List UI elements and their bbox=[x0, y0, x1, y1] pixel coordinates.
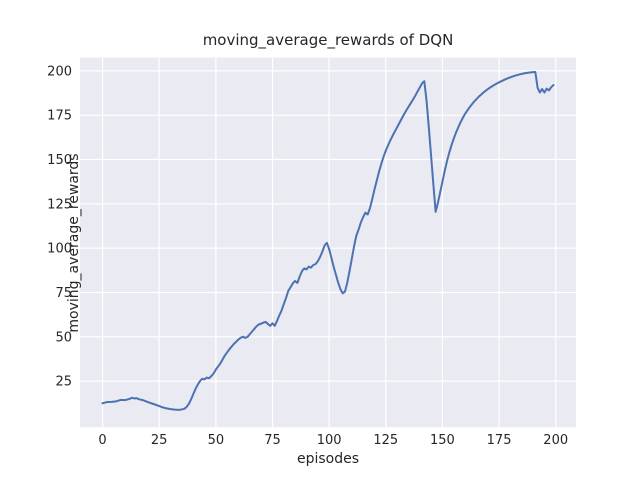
x-tick-label: 0 bbox=[98, 433, 106, 448]
y-tick-label: 200 bbox=[47, 64, 72, 79]
y-tick-label: 25 bbox=[55, 375, 72, 390]
y-tick-label: 175 bbox=[47, 109, 72, 124]
x-tick-label: 200 bbox=[543, 433, 568, 448]
x-tick-label: 100 bbox=[317, 433, 342, 448]
y-tick-label: 75 bbox=[55, 286, 72, 301]
y-axis-label: moving_average_rewards bbox=[66, 153, 82, 333]
x-tick-label: 125 bbox=[373, 433, 398, 448]
x-axis-label: episodes bbox=[296, 451, 360, 467]
x-tick-label: 50 bbox=[208, 433, 225, 448]
plot-area bbox=[80, 57, 576, 428]
chart-title: moving_average_rewards of DQN bbox=[202, 31, 454, 49]
y-tick-label: 50 bbox=[55, 330, 72, 345]
y-tick-label: 100 bbox=[47, 242, 72, 257]
y-tick-label: 125 bbox=[47, 197, 72, 212]
x-tick-label: 175 bbox=[487, 433, 512, 448]
data-line bbox=[101, 70, 555, 411]
y-tick-label: 150 bbox=[47, 153, 72, 168]
x-tick-label: 150 bbox=[430, 433, 455, 448]
x-tick-label: 75 bbox=[264, 433, 281, 448]
x-tick-label: 25 bbox=[151, 433, 168, 448]
